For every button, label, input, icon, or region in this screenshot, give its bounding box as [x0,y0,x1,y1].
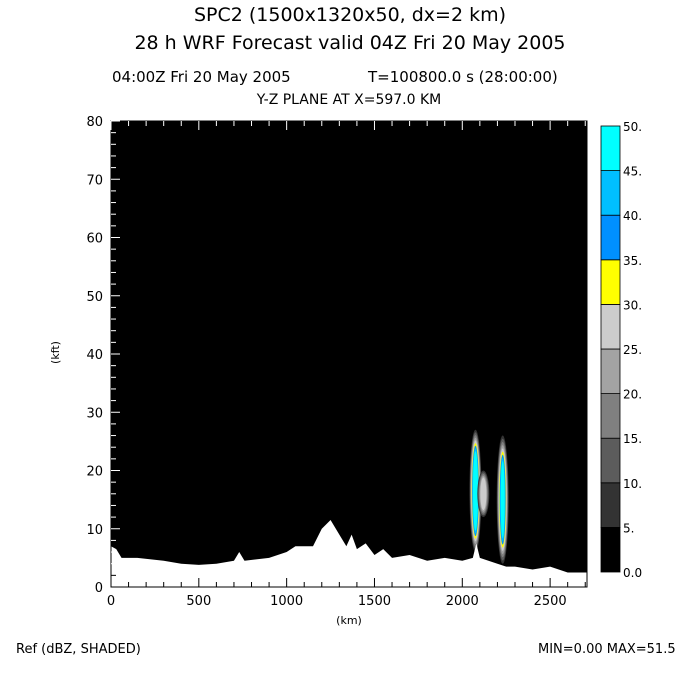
y-tick-label: 80 [86,115,103,130]
y-tick-label: 70 [86,173,103,188]
colorbar-label: 25. [623,343,642,357]
y-tick-label: 60 [86,232,103,247]
y-tick-label: 40 [86,348,103,363]
y-tick-label: 10 [86,523,103,538]
colorbar-segment [600,214,621,261]
x-tick-label: 1000 [270,594,303,609]
y-tick-label: 0 [95,581,103,596]
colorbar-label: 40. [623,209,642,223]
y-tick-label: 50 [86,290,103,305]
colorbar-segment [600,303,621,350]
x-tick-label: 2500 [534,594,567,609]
colorbar-segment [600,170,621,216]
colorbar-label: 15. [623,432,642,446]
field-label: Ref (dBZ, SHADED) [16,642,141,657]
x-tick-label: 0 [107,594,115,609]
colorbar-label: 30. [623,298,642,312]
colorbar-segment [600,393,621,439]
colorbar-label: 35. [623,254,642,268]
model-time: T=100800.0 s (28:00:00) [368,68,558,86]
terrain [111,520,587,587]
colorbar-label: 20. [623,388,642,402]
reflectivity-cell-2-level-45 [500,461,505,539]
colorbar-segment [600,348,621,394]
figure-subtitle: 28 h WRF Forecast valid 04Z Fri 20 May 2… [134,32,566,54]
colorbar-label: 5. [623,521,634,535]
x-tick-label: 500 [186,594,211,609]
reflectivity-cell-1-level-25 [480,477,487,511]
y-tick-label: 20 [86,465,103,480]
plot-background [111,121,587,587]
colorbar-label: 0.0 [623,566,642,580]
y-tick-label: 30 [86,406,103,421]
colorbar-label: 45. [623,165,642,179]
colorbar-segment [600,259,621,305]
x-axis-label: (km) [336,614,362,627]
reflectivity-cell-0-level-50 [473,453,478,529]
x-tick-label: 1500 [358,594,391,609]
y-axis-label: (kft) [48,341,62,364]
valid-time: 04:00Z Fri 20 May 2005 [112,68,291,86]
colorbar-segment [600,527,621,573]
colorbar-label: 50. [623,120,642,134]
figure-title: SPC2 (1500x1320x50, dx=2 km) [193,4,507,26]
x-tick-label: 2000 [446,594,479,609]
min-max-label: MIN=0.00 MAX=51.5 [538,642,676,657]
colorbar-segment [600,437,621,484]
colorbar-label: 10. [623,477,642,491]
plane-title: Y-Z PLANE AT X=597.0 KM [256,92,442,108]
colorbar-segment [600,125,621,171]
colorbar-segment [600,482,621,528]
